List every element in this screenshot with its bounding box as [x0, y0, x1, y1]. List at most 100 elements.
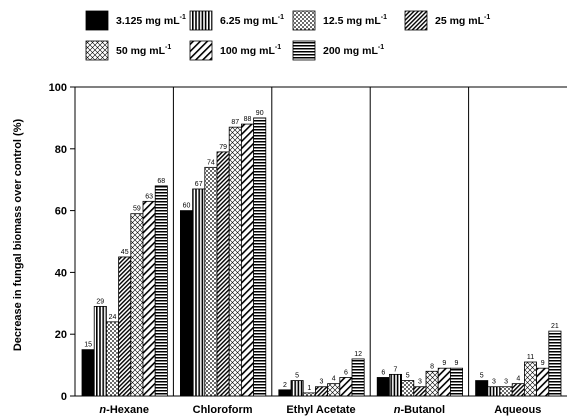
data-label: 6	[381, 369, 385, 376]
data-label: 29	[96, 298, 104, 305]
data-label: 9	[442, 360, 446, 367]
data-label: 3	[320, 379, 324, 386]
bar	[499, 386, 513, 397]
bar	[204, 166, 218, 397]
bar	[253, 117, 267, 397]
data-label: 1	[307, 385, 311, 392]
x-category-label: Chloroform	[193, 404, 253, 416]
legend-label: 12.5 mg mL-1	[323, 14, 387, 27]
bar	[524, 361, 538, 397]
x-category-label: n-Butanol	[394, 404, 445, 416]
legend-label: 50 mg mL-1	[116, 44, 171, 57]
data-label: 3	[504, 379, 508, 386]
data-label: 67	[195, 181, 203, 188]
data-label: 87	[231, 119, 239, 126]
y-tick-label: 0	[61, 391, 67, 403]
bar	[413, 386, 427, 397]
bar	[536, 367, 550, 397]
bar	[228, 126, 242, 397]
y-tick-label: 40	[55, 267, 67, 279]
data-label: 7	[394, 366, 398, 373]
data-label: 15	[84, 342, 92, 349]
x-category-label: Ethyl Acetate	[286, 404, 355, 416]
data-label: 79	[219, 144, 227, 151]
bar	[240, 123, 254, 397]
bar	[216, 151, 230, 397]
data-label: 24	[109, 314, 117, 321]
y-axis-label: Decrease in fungal biomass over control …	[12, 119, 24, 352]
bar	[449, 367, 463, 397]
legend-swatch	[85, 40, 109, 61]
bar	[351, 358, 365, 397]
bar	[475, 380, 489, 397]
data-label: 90	[256, 110, 264, 117]
bar	[302, 392, 316, 397]
y-tick-label: 60	[55, 206, 67, 218]
data-label: 63	[145, 193, 153, 200]
bar	[388, 373, 402, 397]
legend-label: 200 mg mL-1	[323, 44, 384, 57]
data-label: 8	[430, 363, 434, 370]
data-label: 74	[207, 159, 215, 166]
bar	[106, 321, 120, 397]
data-label: 11	[527, 354, 534, 361]
legend-label: 100 mg mL-1	[220, 44, 281, 57]
bar	[179, 210, 193, 397]
legend-swatch	[189, 10, 213, 31]
legend-swatch	[404, 10, 428, 31]
x-category-label: Aqueous	[494, 404, 541, 416]
bar	[511, 383, 525, 397]
data-label: 4	[516, 376, 520, 383]
bar	[154, 185, 168, 397]
legend-label: 6.25 mg mL-1	[220, 14, 284, 27]
data-label: 2	[283, 382, 287, 389]
bar	[437, 367, 451, 397]
data-label: 9	[455, 360, 459, 367]
bar	[548, 330, 562, 397]
legend-label: 3.125 mg mL-1	[116, 14, 186, 27]
bar	[81, 349, 95, 397]
data-label: 68	[157, 178, 165, 185]
bar	[339, 377, 353, 397]
bar	[130, 213, 144, 397]
data-label: 4	[332, 376, 336, 383]
legend-label: 25 mg mL-1	[435, 14, 490, 27]
bar	[278, 389, 292, 397]
y-tick-label: 20	[55, 329, 67, 341]
data-label: 3	[418, 379, 422, 386]
bar	[314, 386, 328, 397]
legend: 3.125 mg mL-1 6.25 mg mL-1 12.5 mg mL-1 25 …	[85, 10, 490, 61]
bar	[93, 305, 107, 397]
bar	[192, 188, 206, 397]
bar	[425, 370, 439, 397]
data-label: 12	[354, 351, 362, 358]
data-label: 5	[406, 373, 410, 380]
legend-swatch	[292, 10, 316, 31]
bar	[142, 200, 156, 397]
data-label: 88	[244, 116, 252, 123]
data-label: 3	[492, 379, 496, 386]
data-label: 60	[183, 203, 191, 210]
data-label: 9	[541, 360, 545, 367]
y-tick-label: 80	[55, 144, 67, 156]
data-label: 5	[480, 373, 484, 380]
y-tick-label: 100	[49, 82, 67, 94]
data-label: 5	[295, 373, 299, 380]
bar	[401, 380, 415, 397]
bar	[487, 386, 501, 397]
bar	[376, 377, 390, 397]
legend-swatch	[85, 10, 109, 31]
bar	[290, 380, 304, 397]
x-axis-labels: n-Hexane Chloroform Ethyl Acetate n-Butanol…	[99, 404, 541, 416]
legend-swatch	[292, 40, 316, 61]
bar	[118, 256, 132, 397]
bar	[327, 383, 341, 397]
x-category-label: n-Hexane	[99, 404, 149, 416]
data-label: 6	[344, 369, 348, 376]
y-axis: Decrease in fungal biomass over control …	[12, 82, 75, 403]
data-label: 59	[133, 206, 141, 213]
data-label: 21	[551, 323, 559, 330]
legend-swatch	[189, 40, 213, 61]
